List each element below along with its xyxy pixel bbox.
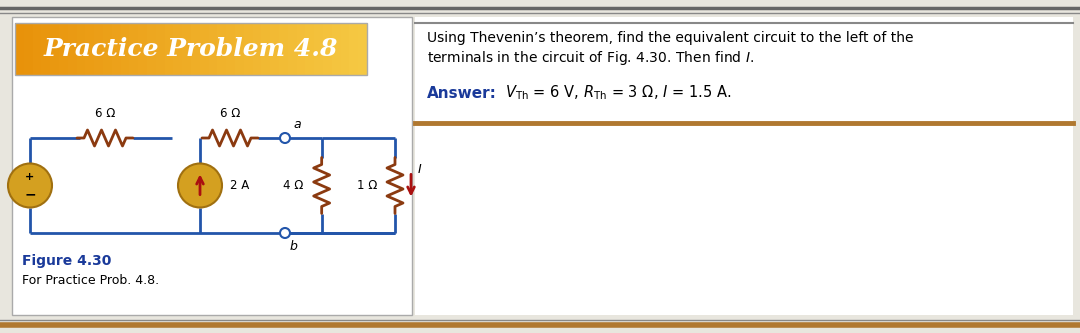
Bar [191, 23, 200, 75]
Text: terminals in the circuit of Fig. 4.30. Then find $I$.: terminals in the circuit of Fig. 4.30. T… [427, 49, 754, 67]
Circle shape [178, 164, 222, 207]
Circle shape [280, 133, 291, 143]
Bar [261, 23, 271, 75]
Text: 6 Ω: 6 Ω [220, 107, 240, 120]
Text: For Practice Prob. 4.8.: For Practice Prob. 4.8. [22, 274, 159, 287]
Text: Answer:: Answer: [427, 86, 497, 101]
Bar [306, 23, 314, 75]
Bar [32, 23, 42, 75]
Bar [208, 23, 218, 75]
Circle shape [280, 228, 291, 238]
Bar [12, 17, 411, 315]
Text: Figure 4.30: Figure 4.30 [22, 254, 111, 268]
Bar [287, 23, 297, 75]
Bar [340, 23, 350, 75]
Bar [183, 23, 191, 75]
Bar [15, 23, 25, 75]
Bar [279, 23, 288, 75]
Bar [253, 23, 261, 75]
Text: 6 Ω: 6 Ω [95, 107, 116, 120]
Bar [112, 23, 121, 75]
Bar [77, 23, 86, 75]
Bar [200, 23, 210, 75]
Bar [130, 23, 138, 75]
Bar [235, 23, 244, 75]
Circle shape [8, 164, 52, 207]
Text: $V_{\mathrm{Th}}$ = 6 V, $R_{\mathrm{Th}}$ = 3 $\Omega$, $I$ = 1.5 A.: $V_{\mathrm{Th}}$ = 6 V, $R_{\mathrm{Th}… [505, 84, 731, 102]
Text: 2 A: 2 A [230, 179, 249, 192]
Bar [270, 23, 280, 75]
Bar [350, 23, 359, 75]
Text: Practice Problem 4.8: Practice Problem 4.8 [44, 37, 338, 61]
Text: 4 Ω: 4 Ω [283, 179, 303, 192]
Bar [323, 23, 333, 75]
Bar [415, 17, 1074, 315]
Bar [244, 23, 253, 75]
Bar [226, 23, 235, 75]
Bar [217, 23, 227, 75]
Bar [59, 23, 68, 75]
Bar [94, 23, 104, 75]
Text: +: + [25, 172, 35, 182]
Text: 1 Ω: 1 Ω [356, 179, 377, 192]
Bar [174, 23, 183, 75]
Bar [85, 23, 95, 75]
Bar [68, 23, 77, 75]
Bar [332, 23, 341, 75]
Bar [359, 23, 367, 75]
Bar [24, 23, 33, 75]
Text: $I$: $I$ [417, 163, 422, 176]
Text: Using Thevenin’s theorem, find the equivalent circuit to the left of the: Using Thevenin’s theorem, find the equiv… [427, 31, 914, 45]
Text: b: b [291, 240, 298, 253]
Bar [297, 23, 306, 75]
Bar [147, 23, 157, 75]
Bar [103, 23, 112, 75]
Text: −: − [24, 187, 36, 201]
Bar [314, 23, 324, 75]
Bar [50, 23, 59, 75]
Bar [156, 23, 165, 75]
Bar [15, 23, 367, 75]
Text: a: a [293, 118, 300, 131]
Bar [41, 23, 51, 75]
Bar [121, 23, 130, 75]
Bar [164, 23, 174, 75]
Bar [138, 23, 148, 75]
